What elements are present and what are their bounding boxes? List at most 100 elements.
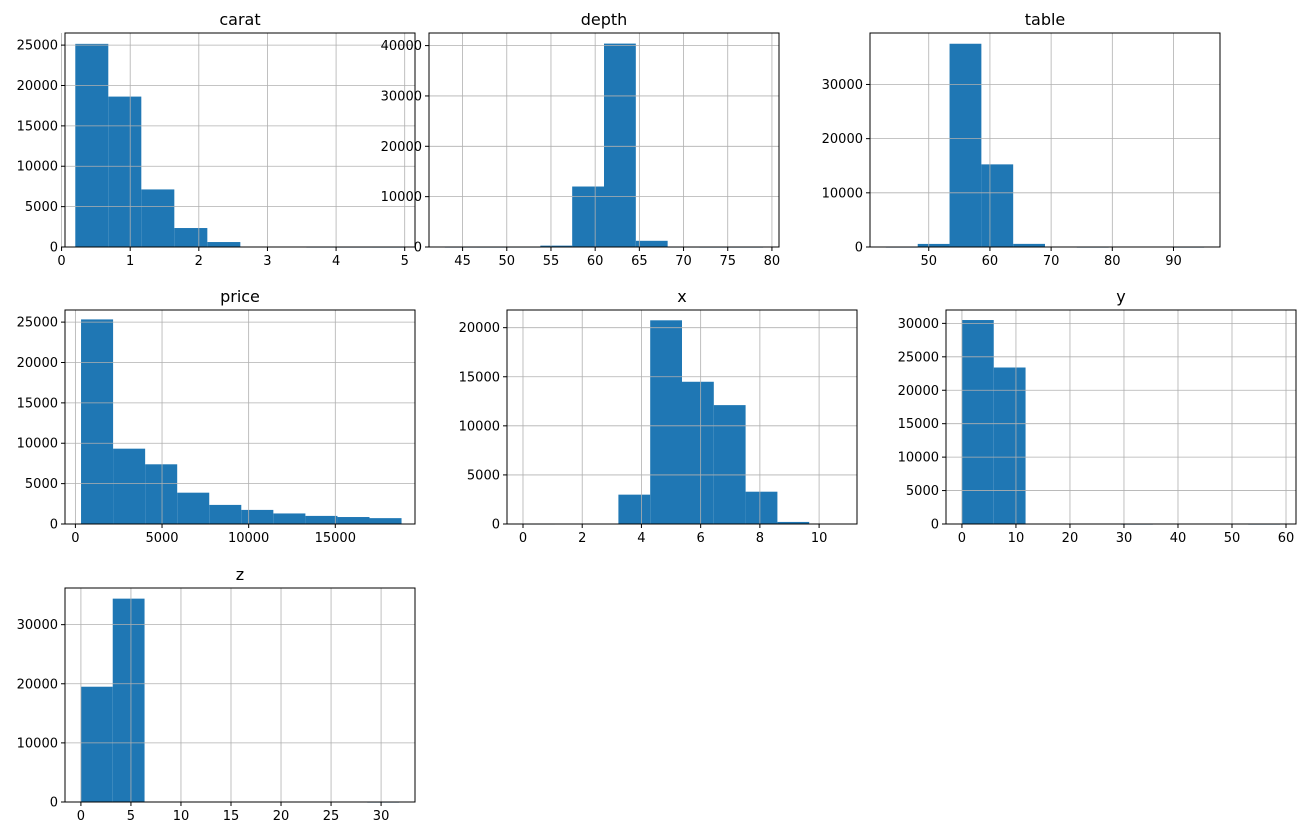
bar-price-bin-1 — [113, 448, 146, 524]
xtick-label-z: 20 — [273, 809, 290, 824]
xtick-label-depth: 60 — [587, 254, 604, 269]
bar-price-bin-4 — [209, 504, 242, 524]
ytick-label-z: 20000 — [17, 677, 58, 692]
bar-carat-bin-3 — [174, 228, 208, 247]
xtick-label-x: 0 — [519, 531, 527, 546]
ytick-label-z: 10000 — [17, 736, 58, 751]
ytick-label-z: 0 — [50, 796, 58, 811]
panel-title-z: z — [236, 565, 244, 584]
bar-price-bin-2 — [145, 464, 178, 524]
axes-frame-table — [869, 32, 1221, 248]
xtick-label-depth: 70 — [675, 254, 692, 269]
ytick-label-carat: 10000 — [17, 160, 58, 175]
ytick-label-depth: 30000 — [381, 89, 422, 104]
ytick-label-y: 25000 — [898, 350, 939, 365]
ytick-label-carat: 5000 — [25, 200, 58, 215]
xtick-label-y: 40 — [1170, 531, 1187, 546]
ytick-label-y: 10000 — [898, 451, 939, 466]
bar-table-bin-4 — [1013, 243, 1045, 247]
xtick-label-carat: 1 — [126, 254, 134, 269]
xtick-label-x: 2 — [578, 531, 586, 546]
xtick-label-x: 10 — [811, 531, 828, 546]
bar-price-bin-3 — [177, 492, 210, 524]
xtick-label-z: 15 — [223, 809, 240, 824]
xtick-label-z: 25 — [323, 809, 340, 824]
xtick-label-price: 5000 — [145, 531, 178, 546]
bar-price-bin-7 — [305, 515, 338, 524]
ytick-label-table: 20000 — [822, 132, 863, 147]
xtick-label-y: 60 — [1278, 531, 1295, 546]
panel-title-depth: depth — [581, 10, 628, 29]
ytick-label-price: 10000 — [17, 437, 58, 452]
bar-table-bin-2 — [949, 43, 982, 247]
bar-carat-bin-2 — [141, 189, 175, 247]
ytick-label-price: 5000 — [25, 477, 58, 492]
histogram-panel-z: 0 5 10 15 20 25 30 0 10000 20000 30000 z — [17, 565, 416, 824]
axes-frame-carat — [64, 32, 416, 248]
bar-y-bin-0 — [961, 320, 994, 524]
panel-title-carat: carat — [219, 10, 260, 29]
bar-table-bin-3 — [981, 164, 1014, 247]
xtick-label-table: 50 — [920, 254, 937, 269]
xtick-label-depth: 50 — [499, 254, 516, 269]
ytick-label-depth: 40000 — [381, 39, 422, 54]
ytick-label-y: 30000 — [898, 317, 939, 332]
ytick-label-table: 0 — [855, 241, 863, 256]
panel-title-y: y — [1116, 287, 1125, 306]
bar-x-bin-5 — [682, 381, 714, 524]
ytick-label-price: 25000 — [17, 316, 58, 331]
xtick-label-depth: 45 — [454, 254, 471, 269]
xtick-label-price: 10000 — [228, 531, 269, 546]
axes-frame-x — [506, 309, 858, 525]
xtick-label-x: 6 — [697, 531, 705, 546]
xtick-label-table: 60 — [982, 254, 999, 269]
xtick-label-x: 4 — [637, 531, 645, 546]
bar-carat-bin-0 — [75, 43, 109, 247]
ytick-label-y: 5000 — [906, 484, 939, 499]
xtick-label-carat: 5 — [401, 254, 409, 269]
bar-price-bin-8 — [337, 517, 370, 524]
ytick-label-table: 30000 — [822, 78, 863, 93]
ytick-label-price: 15000 — [17, 396, 58, 411]
bar-price-bin-0 — [81, 319, 114, 524]
xtick-label-y: 50 — [1224, 531, 1241, 546]
ytick-label-price: 0 — [50, 518, 58, 533]
xtick-label-price: 15000 — [315, 531, 356, 546]
ytick-label-z: 30000 — [17, 618, 58, 633]
xtick-label-z: 30 — [373, 809, 390, 824]
ytick-label-depth: 10000 — [381, 190, 422, 205]
xtick-label-carat: 3 — [263, 254, 271, 269]
bar-x-bin-6 — [713, 405, 746, 524]
histogram-panel-table: 50 60 70 80 90 0 10000 20000 30000 table — [822, 10, 1221, 269]
axes-frame-price — [64, 309, 416, 525]
xtick-label-y: 10 — [1008, 531, 1025, 546]
bar-x-bin-3 — [618, 494, 651, 524]
panel-title-table: table — [1025, 10, 1066, 29]
histogram-panel-depth: 45 50 55 60 65 70 75 80 0 10000 20000 30000 40000 dep… — [381, 10, 781, 269]
ytick-label-y: 0 — [931, 518, 939, 533]
ytick-label-price: 20000 — [17, 356, 58, 371]
xtick-label-z: 0 — [77, 809, 85, 824]
ytick-label-y: 15000 — [898, 417, 939, 432]
bar-carat-bin-1 — [108, 96, 142, 247]
axes-frame-z — [64, 587, 416, 803]
ytick-label-depth: 0 — [414, 241, 422, 256]
bar-table-bin-1 — [917, 243, 950, 247]
xtick-label-y: 0 — [958, 531, 966, 546]
xtick-label-carat: 0 — [57, 254, 65, 269]
histogram-panel-price: 0 5000 10000 15000 0 5000 10000 15000 20000 25000… — [17, 287, 416, 546]
bar-x-bin-8 — [777, 521, 810, 524]
bar-carat-bin-4 — [207, 242, 241, 247]
axes-frame-y — [945, 309, 1297, 525]
ytick-label-x: 20000 — [459, 321, 500, 336]
xtick-label-z: 10 — [173, 809, 190, 824]
xtick-label-z: 5 — [127, 809, 135, 824]
xtick-label-price: 0 — [71, 531, 79, 546]
xtick-label-depth: 80 — [764, 254, 781, 269]
ytick-label-table: 10000 — [822, 186, 863, 201]
bar-x-bin-4 — [650, 320, 682, 524]
bar-depth-bin-4 — [572, 186, 604, 247]
bar-depth-bin-3 — [540, 245, 573, 247]
ytick-label-carat: 20000 — [17, 79, 58, 94]
